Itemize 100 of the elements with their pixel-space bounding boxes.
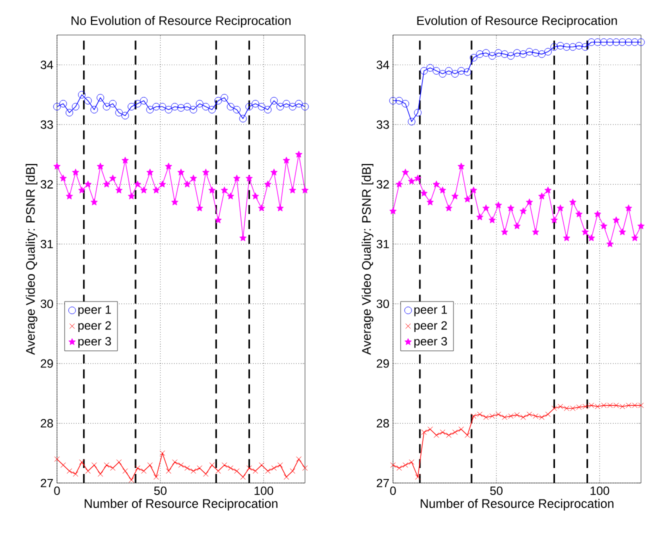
point [134,100,142,108]
point [220,94,228,102]
point [98,471,104,477]
point [258,102,266,110]
point [426,198,434,206]
point [575,42,583,50]
legend-label: peer 1 [78,306,111,316]
point [594,210,602,218]
point [177,104,185,112]
point [264,106,272,114]
point [631,234,638,242]
point [618,38,626,46]
point [164,106,172,114]
point [420,190,428,196]
point [488,216,496,224]
chart-title: Evolution of Resource Reciprocation [417,16,617,28]
point [526,48,534,56]
point [507,204,514,212]
point [160,450,166,456]
point [109,100,117,108]
point [54,456,60,462]
y-tick-label: 34 [40,60,54,70]
point [72,168,80,176]
point [228,465,234,471]
point [624,38,632,46]
y-tick-label: 27 [376,478,389,488]
point [190,174,197,182]
point [171,198,178,206]
point [600,222,608,230]
point [172,459,178,465]
y-tick-label: 28 [40,419,53,428]
point [545,412,551,418]
point [396,465,402,471]
point [476,50,484,58]
point [389,96,397,104]
legend-label: peer 3 [78,337,111,348]
point [612,216,620,224]
point [415,474,421,480]
point [457,67,465,75]
point [239,234,247,242]
point [271,465,277,471]
point [476,213,484,220]
point [128,102,136,110]
point [140,186,148,194]
point [538,192,546,200]
point [190,468,196,474]
point [246,174,253,182]
point [252,100,260,108]
point [203,471,209,477]
point [544,186,552,194]
point [66,108,74,116]
point [494,49,502,57]
point [270,168,278,176]
point [171,102,179,110]
point [396,180,403,188]
y-tick-label: 27 [40,478,53,488]
point [556,42,564,50]
point [177,168,185,176]
point [556,204,564,212]
x-tick-label: 100 [590,486,610,495]
y-axis-title: Average Video Quality: PSNR [dB] [362,164,374,355]
point [414,174,422,182]
point [276,204,284,212]
legend-label: peer 1 [414,306,447,316]
point [452,430,458,435]
point [432,67,440,75]
point [550,216,558,224]
point [152,102,160,110]
point [402,168,409,176]
y-tick-label: 29 [40,359,53,368]
point [544,48,552,56]
legend-label: peer 2 [414,321,447,332]
point [53,102,61,110]
point [227,192,234,200]
point [60,462,66,468]
point [183,102,191,110]
x-tick-label: 100 [254,486,274,495]
point [427,426,433,432]
y-tick-label: 30 [376,300,390,308]
point [102,102,110,110]
legend-label: peer 2 [78,321,111,332]
point [439,186,446,194]
point [178,462,184,468]
point [434,432,440,438]
point [390,462,396,468]
point [209,462,215,468]
point [296,456,302,462]
point [421,430,427,435]
point [295,100,303,108]
point [202,168,210,176]
point [538,50,546,58]
point [625,204,632,212]
point [600,38,608,46]
point [72,471,78,477]
point [482,49,490,57]
point [79,459,85,465]
point [134,180,142,188]
point [451,70,459,78]
point [581,43,589,51]
point [270,96,278,104]
